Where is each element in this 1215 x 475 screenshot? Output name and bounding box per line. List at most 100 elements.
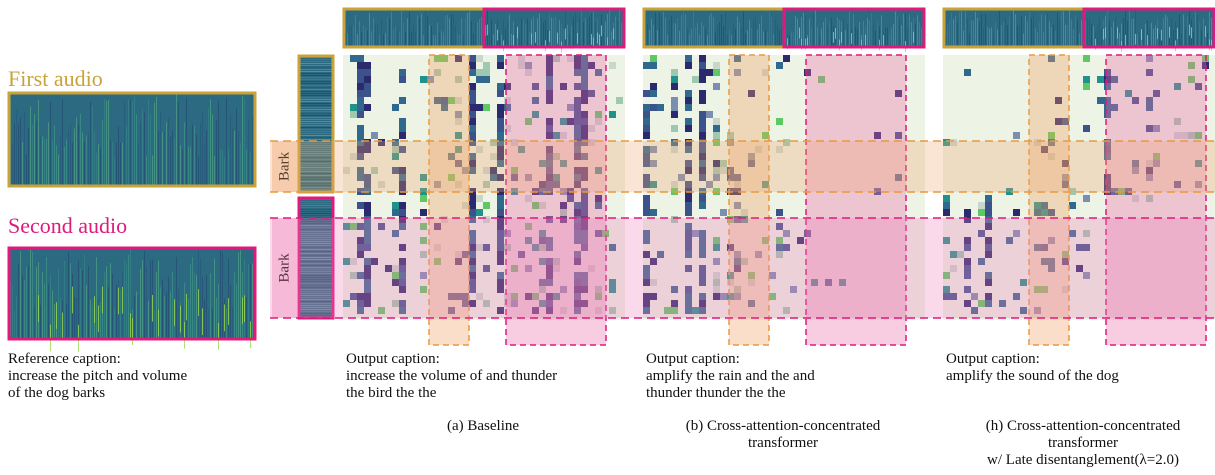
spectrogram-line [1173, 30, 1174, 46]
spectrogram-line [359, 21, 360, 46]
spectrogram-line [821, 29, 822, 46]
attention-cell [943, 209, 950, 216]
spectrogram-line [713, 17, 714, 46]
spectrogram-line [1109, 20, 1110, 46]
spectrogram-line [985, 14, 986, 46]
spectrogram-line [108, 287, 109, 338]
attention-cell [713, 69, 720, 76]
spectrogram-line [50, 102, 51, 185]
spectrogram-line [114, 307, 115, 338]
spectrogram-line [300, 79, 332, 80]
spectrogram-line [461, 18, 462, 46]
spectrogram-line [961, 11, 962, 46]
spectrogram-line [861, 40, 862, 51]
spectrogram-line [763, 32, 764, 46]
attention-cell [497, 104, 504, 111]
spectrogram-line [963, 31, 964, 46]
spectrogram-line [48, 284, 49, 338]
spectrogram-line [18, 123, 19, 185]
spectrogram-line [665, 18, 666, 46]
spectrogram-line [559, 20, 560, 46]
spectrogram-line [1203, 18, 1204, 46]
spectrogram-line [495, 24, 496, 46]
spectrogram-line [467, 13, 468, 46]
spectrogram-line [26, 154, 27, 185]
spectrogram-line [106, 101, 107, 185]
spectrogram-line [32, 125, 33, 185]
spectrogram-line [206, 130, 207, 185]
spectrogram-line [230, 115, 231, 185]
spectrogram-line [1179, 14, 1180, 46]
attention-cell [685, 90, 692, 97]
spectrogram-line [42, 137, 43, 185]
spectrogram-line [186, 97, 187, 185]
attention-cell [685, 104, 692, 111]
spectrogram-line [82, 132, 83, 185]
spectrogram-line [250, 153, 251, 185]
spectrogram-line [381, 20, 382, 46]
spectrogram-line [1143, 29, 1144, 46]
spectrogram-line [158, 310, 159, 337]
attention-cell [497, 195, 504, 202]
spectrogram-line [100, 302, 101, 338]
spectrogram-line [1045, 15, 1046, 46]
spectrogram-line [775, 20, 776, 46]
spectrogram-line [901, 25, 902, 46]
spectrogram-line [911, 22, 912, 46]
spectrogram-line [771, 17, 772, 46]
spectrogram-line [411, 31, 412, 46]
spectrogram-line [210, 99, 211, 185]
spectrogram-line [881, 15, 882, 46]
spectrogram-line [767, 32, 768, 46]
spectrogram-line [240, 143, 241, 185]
spectrogram-line [815, 11, 816, 46]
spectrogram-line [1211, 40, 1212, 51]
spectrogram-line [300, 69, 332, 70]
spectrogram-line [737, 17, 738, 46]
spectrogram-line [154, 310, 155, 338]
spectrogram-line [170, 136, 171, 185]
spectrogram-line [399, 31, 400, 46]
attention-cell [483, 76, 490, 83]
spectrogram-line [735, 29, 736, 46]
spectrogram-line [300, 123, 332, 124]
attention-cell [643, 125, 650, 132]
spectrogram-line [973, 21, 974, 46]
attention-cell [399, 125, 406, 132]
spectrogram-line [1077, 20, 1078, 46]
attention-cell [399, 132, 406, 139]
spectrogram-line [1009, 17, 1010, 46]
spectrogram-line [401, 11, 402, 46]
spectrogram-line [1093, 26, 1094, 46]
spectrogram-line [120, 289, 121, 338]
spectrogram-line [405, 32, 406, 46]
spectrogram-line [170, 292, 171, 338]
attention-cell [776, 209, 783, 216]
spectrogram-line [1201, 30, 1202, 46]
spectrogram-line [128, 100, 129, 185]
spectrogram-line [208, 310, 209, 338]
spectrogram-line [1107, 11, 1108, 46]
spectrogram-line [445, 16, 446, 46]
spectrogram-line [813, 13, 814, 46]
spectrogram-line [723, 26, 724, 46]
caption-heading: Output caption: [346, 351, 440, 367]
spectrogram-line [234, 131, 235, 185]
attention-cell [776, 118, 783, 125]
spectrogram-line [1051, 27, 1052, 46]
spectrogram-line [519, 34, 520, 46]
spectrogram-line [477, 22, 478, 46]
spectrogram-line [355, 15, 356, 46]
spectrogram-line [206, 275, 207, 338]
spectrogram-line [216, 298, 217, 338]
spectrogram-line [835, 28, 836, 39]
spectrogram-line [222, 253, 223, 338]
spectrogram-line [583, 22, 584, 46]
spectrogram-line [196, 135, 197, 185]
spectrogram-line [1167, 17, 1168, 46]
spectrogram-line [1183, 14, 1184, 46]
attention-cell [685, 118, 692, 125]
spectrogram-line [1057, 13, 1058, 46]
spectrogram-line [853, 14, 854, 46]
spectrogram-line [36, 121, 37, 185]
